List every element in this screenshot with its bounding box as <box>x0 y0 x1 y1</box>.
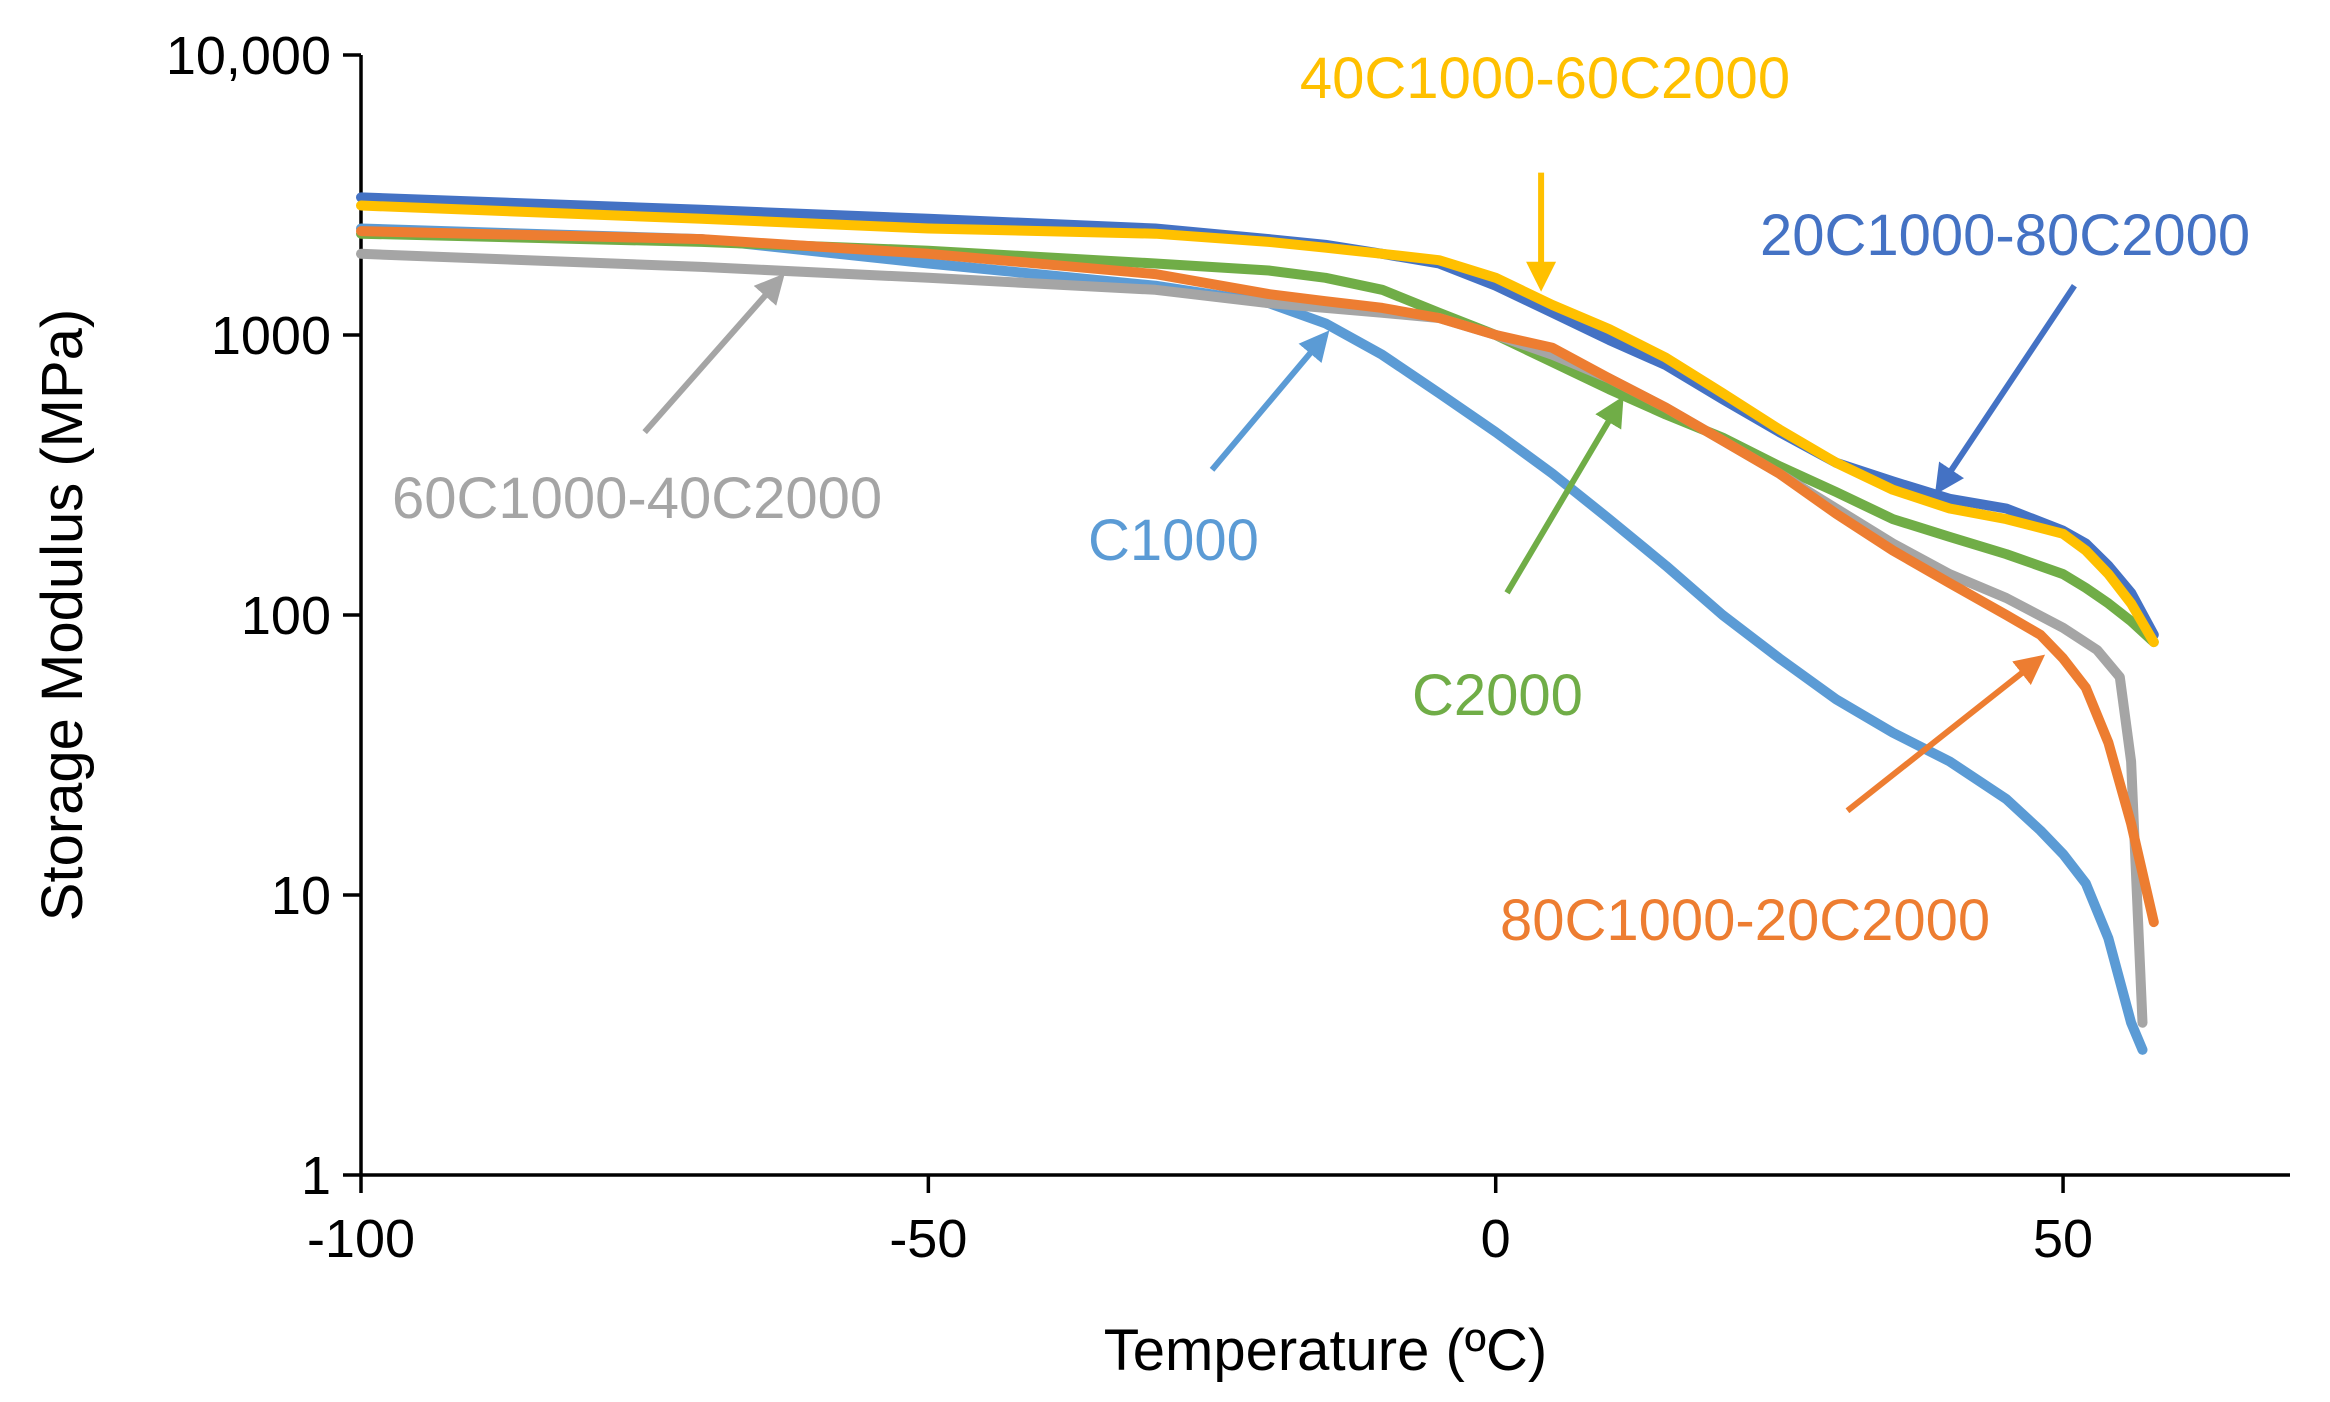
y-tick-label: 1 <box>301 1146 331 1206</box>
y-axis-title: Storage Modulus (MPa) <box>30 309 95 921</box>
x-axis-title: Temperature (ºC) <box>1104 1318 1547 1383</box>
y-tick-label: 1000 <box>211 306 331 366</box>
annotation-arrow-c2000 <box>1504 396 1624 595</box>
x-tick-label: 0 <box>1481 1209 1511 1269</box>
y-tick-label: 10,000 <box>166 26 331 86</box>
annotation-arrow-60c1000-40c2000 <box>642 273 785 435</box>
series-label-40c1000-60c2000: 40C1000-60C2000 <box>1300 46 1790 111</box>
y-tick-label: 100 <box>241 586 331 646</box>
series-label-60c1000-40c2000: 60C1000-40C2000 <box>392 466 882 531</box>
annotation-arrow-80c1000-20c2000 <box>1845 654 2046 814</box>
series-line-c2000 <box>356 228 2159 648</box>
annotation-arrow-c1000 <box>1209 330 1330 472</box>
x-tick-label: -100 <box>307 1209 415 1269</box>
chart-axes: -100 -50 0 50 1 10 100 1000 10,000 <box>166 26 2290 1269</box>
x-tick-label: -50 <box>889 1209 967 1269</box>
series-line-80c1000-20c2000 <box>356 226 2159 928</box>
series-label-20c1000-80c2000: 20C1000-80C2000 <box>1760 203 2250 268</box>
series-label-80c1000-20c2000: 80C1000-20C2000 <box>1500 888 1990 953</box>
annotation-arrow-20c1000-80c2000 <box>1934 284 2077 495</box>
series-line-40c1000-60c2000 <box>356 200 2159 648</box>
series-label-c1000: C1000 <box>1088 508 1259 573</box>
series-layer <box>356 192 2159 1055</box>
y-tick-label: 10 <box>271 866 331 926</box>
series-label-c2000: C2000 <box>1412 663 1583 728</box>
x-tick-label: 50 <box>2033 1209 2093 1269</box>
annotation-layer: 40C1000-60C2000 20C1000-80C2000 60C1000-40… <box>392 46 2250 953</box>
